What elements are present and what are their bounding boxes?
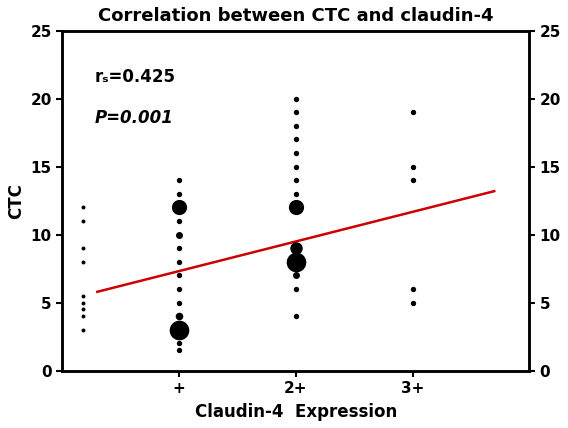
Point (291, 313, 300, 320)
Point (291, 177, 300, 184)
Text: rₛ=0.425: rₛ=0.425 (95, 68, 176, 86)
Point (174, 347, 183, 354)
Point (174, 299, 183, 306)
Point (79, 204, 88, 211)
Point (291, 109, 300, 116)
Point (291, 190, 300, 197)
Point (291, 136, 300, 143)
Point (79, 292, 88, 299)
Point (174, 285, 183, 292)
Point (291, 245, 300, 252)
Point (291, 272, 300, 279)
Point (174, 340, 183, 347)
Text: P=0.001: P=0.001 (95, 109, 174, 127)
X-axis label: Claudin-4  Expression: Claudin-4 Expression (195, 403, 397, 421)
Point (174, 204, 183, 211)
Point (291, 122, 300, 129)
Point (79, 218, 88, 225)
Point (408, 285, 417, 292)
Point (291, 259, 300, 265)
Point (291, 204, 300, 211)
Point (79, 259, 88, 265)
Point (174, 272, 183, 279)
Point (174, 177, 183, 184)
Point (408, 109, 417, 116)
Point (291, 163, 300, 170)
Point (79, 306, 88, 313)
Title: Correlation between CTC and claudin-4: Correlation between CTC and claudin-4 (98, 7, 494, 25)
Point (79, 299, 88, 306)
Point (408, 163, 417, 170)
Point (291, 150, 300, 157)
Point (174, 259, 183, 265)
Y-axis label: CTC: CTC (7, 183, 25, 219)
Point (291, 95, 300, 102)
Point (174, 245, 183, 252)
Point (408, 299, 417, 306)
Point (408, 177, 417, 184)
Point (174, 218, 183, 225)
Point (174, 313, 183, 320)
Point (174, 327, 183, 333)
Point (174, 231, 183, 238)
Point (79, 313, 88, 320)
Point (79, 327, 88, 333)
Point (291, 285, 300, 292)
Point (79, 245, 88, 252)
Point (174, 190, 183, 197)
